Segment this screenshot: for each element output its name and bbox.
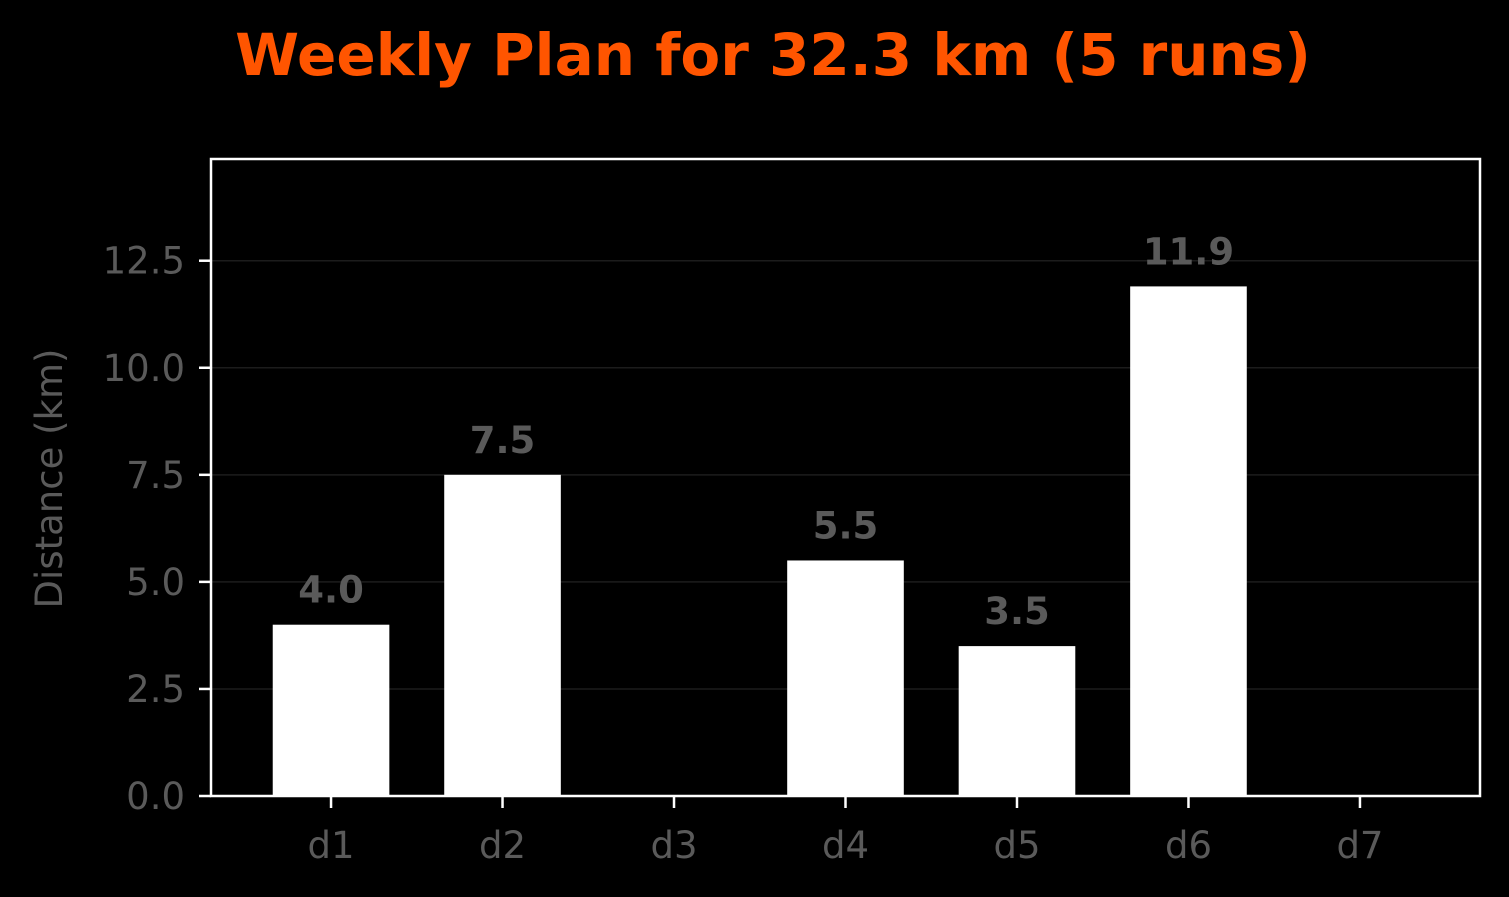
x-axis-ticks: d1 d2 d3 d4 d5 d6 d7	[308, 796, 1383, 867]
y-tick-label: 5.0	[126, 561, 185, 604]
x-tick-label: d2	[479, 824, 526, 867]
bar-d4	[787, 560, 904, 796]
x-tick-label: d1	[308, 824, 355, 867]
bar-d6	[1130, 286, 1247, 796]
bar-value-label: 4.0	[298, 569, 364, 612]
y-tick-label: 7.5	[126, 454, 185, 497]
bar-value-labels: 4.0 7.5 5.5 3.5 11.9	[298, 230, 1234, 633]
x-tick-label: d5	[993, 824, 1040, 867]
bars	[272, 286, 1247, 796]
y-axis-label: Distance (km)	[28, 349, 71, 609]
grid-lines	[211, 259, 1480, 690]
x-tick-label: d4	[822, 824, 869, 867]
bar-d2	[444, 474, 561, 796]
bar-value-label: 7.5	[470, 419, 536, 462]
bar-d1	[272, 624, 390, 796]
y-tick-label: 2.5	[126, 668, 185, 711]
x-tick-label: d6	[1165, 824, 1212, 867]
bar-value-label: 3.5	[984, 590, 1050, 633]
bar-value-label: 5.5	[813, 504, 879, 547]
x-tick-label: d7	[1336, 824, 1383, 867]
x-tick-label: d3	[650, 824, 697, 867]
y-tick-label: 10.0	[103, 347, 185, 390]
bar-d5	[958, 646, 1076, 796]
chart-title: Weekly Plan for 32.3 km (5 runs)	[235, 21, 1311, 89]
y-tick-label: 0.0	[126, 775, 185, 818]
y-axis-ticks: 0.0 2.5 5.0 7.5 10.0 12.5	[103, 240, 211, 818]
bar-value-label: 11.9	[1143, 230, 1234, 273]
y-tick-label: 12.5	[103, 240, 185, 283]
